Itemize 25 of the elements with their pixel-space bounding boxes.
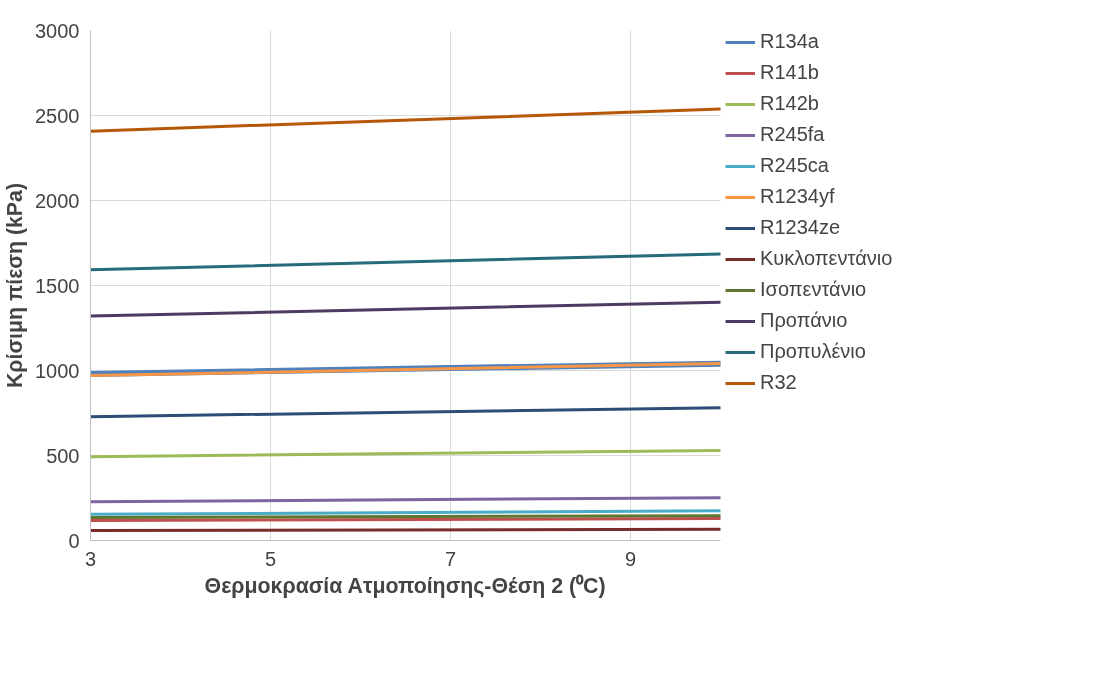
legend-label: R1234ze [760,216,841,239]
x-tick-label: 5 [264,547,277,570]
y-tick-label: 500 [46,444,80,467]
legend-label: R245fa [760,123,825,146]
y-axis-title: Κρίσιμη πίεση (kPa) [3,182,28,389]
legend-label: R32 [760,371,797,394]
y-tick-label: 1500 [35,274,80,297]
legend-label: R142b [760,92,819,115]
y-tick-label: 2500 [35,104,80,127]
x-axis-title: Θερμοκρασία Ατμοποίησης-Θέση 2 (⁰C) [204,573,606,598]
legend-label: R1234yf [760,185,835,208]
legend-label: Ισοπεντάνιο [760,278,867,301]
y-tick-label: 3000 [35,19,80,42]
y-tick-label: 0 [68,529,80,552]
legend-label: R134a [760,30,819,53]
y-tick-label: 1000 [35,359,80,382]
y-tick-label: 2000 [35,189,80,212]
x-tick-label: 9 [624,547,637,570]
legend-label: Προπυλένιο [760,340,866,363]
legend-label: R245ca [760,154,829,177]
x-tick-label: 7 [444,547,457,570]
legend-label: R141b [760,61,819,84]
legend-label: Προπάνιο [760,309,848,332]
x-tick-label: 3 [84,547,97,570]
legend-label: Κυκλοπεντάνιο [760,247,893,270]
